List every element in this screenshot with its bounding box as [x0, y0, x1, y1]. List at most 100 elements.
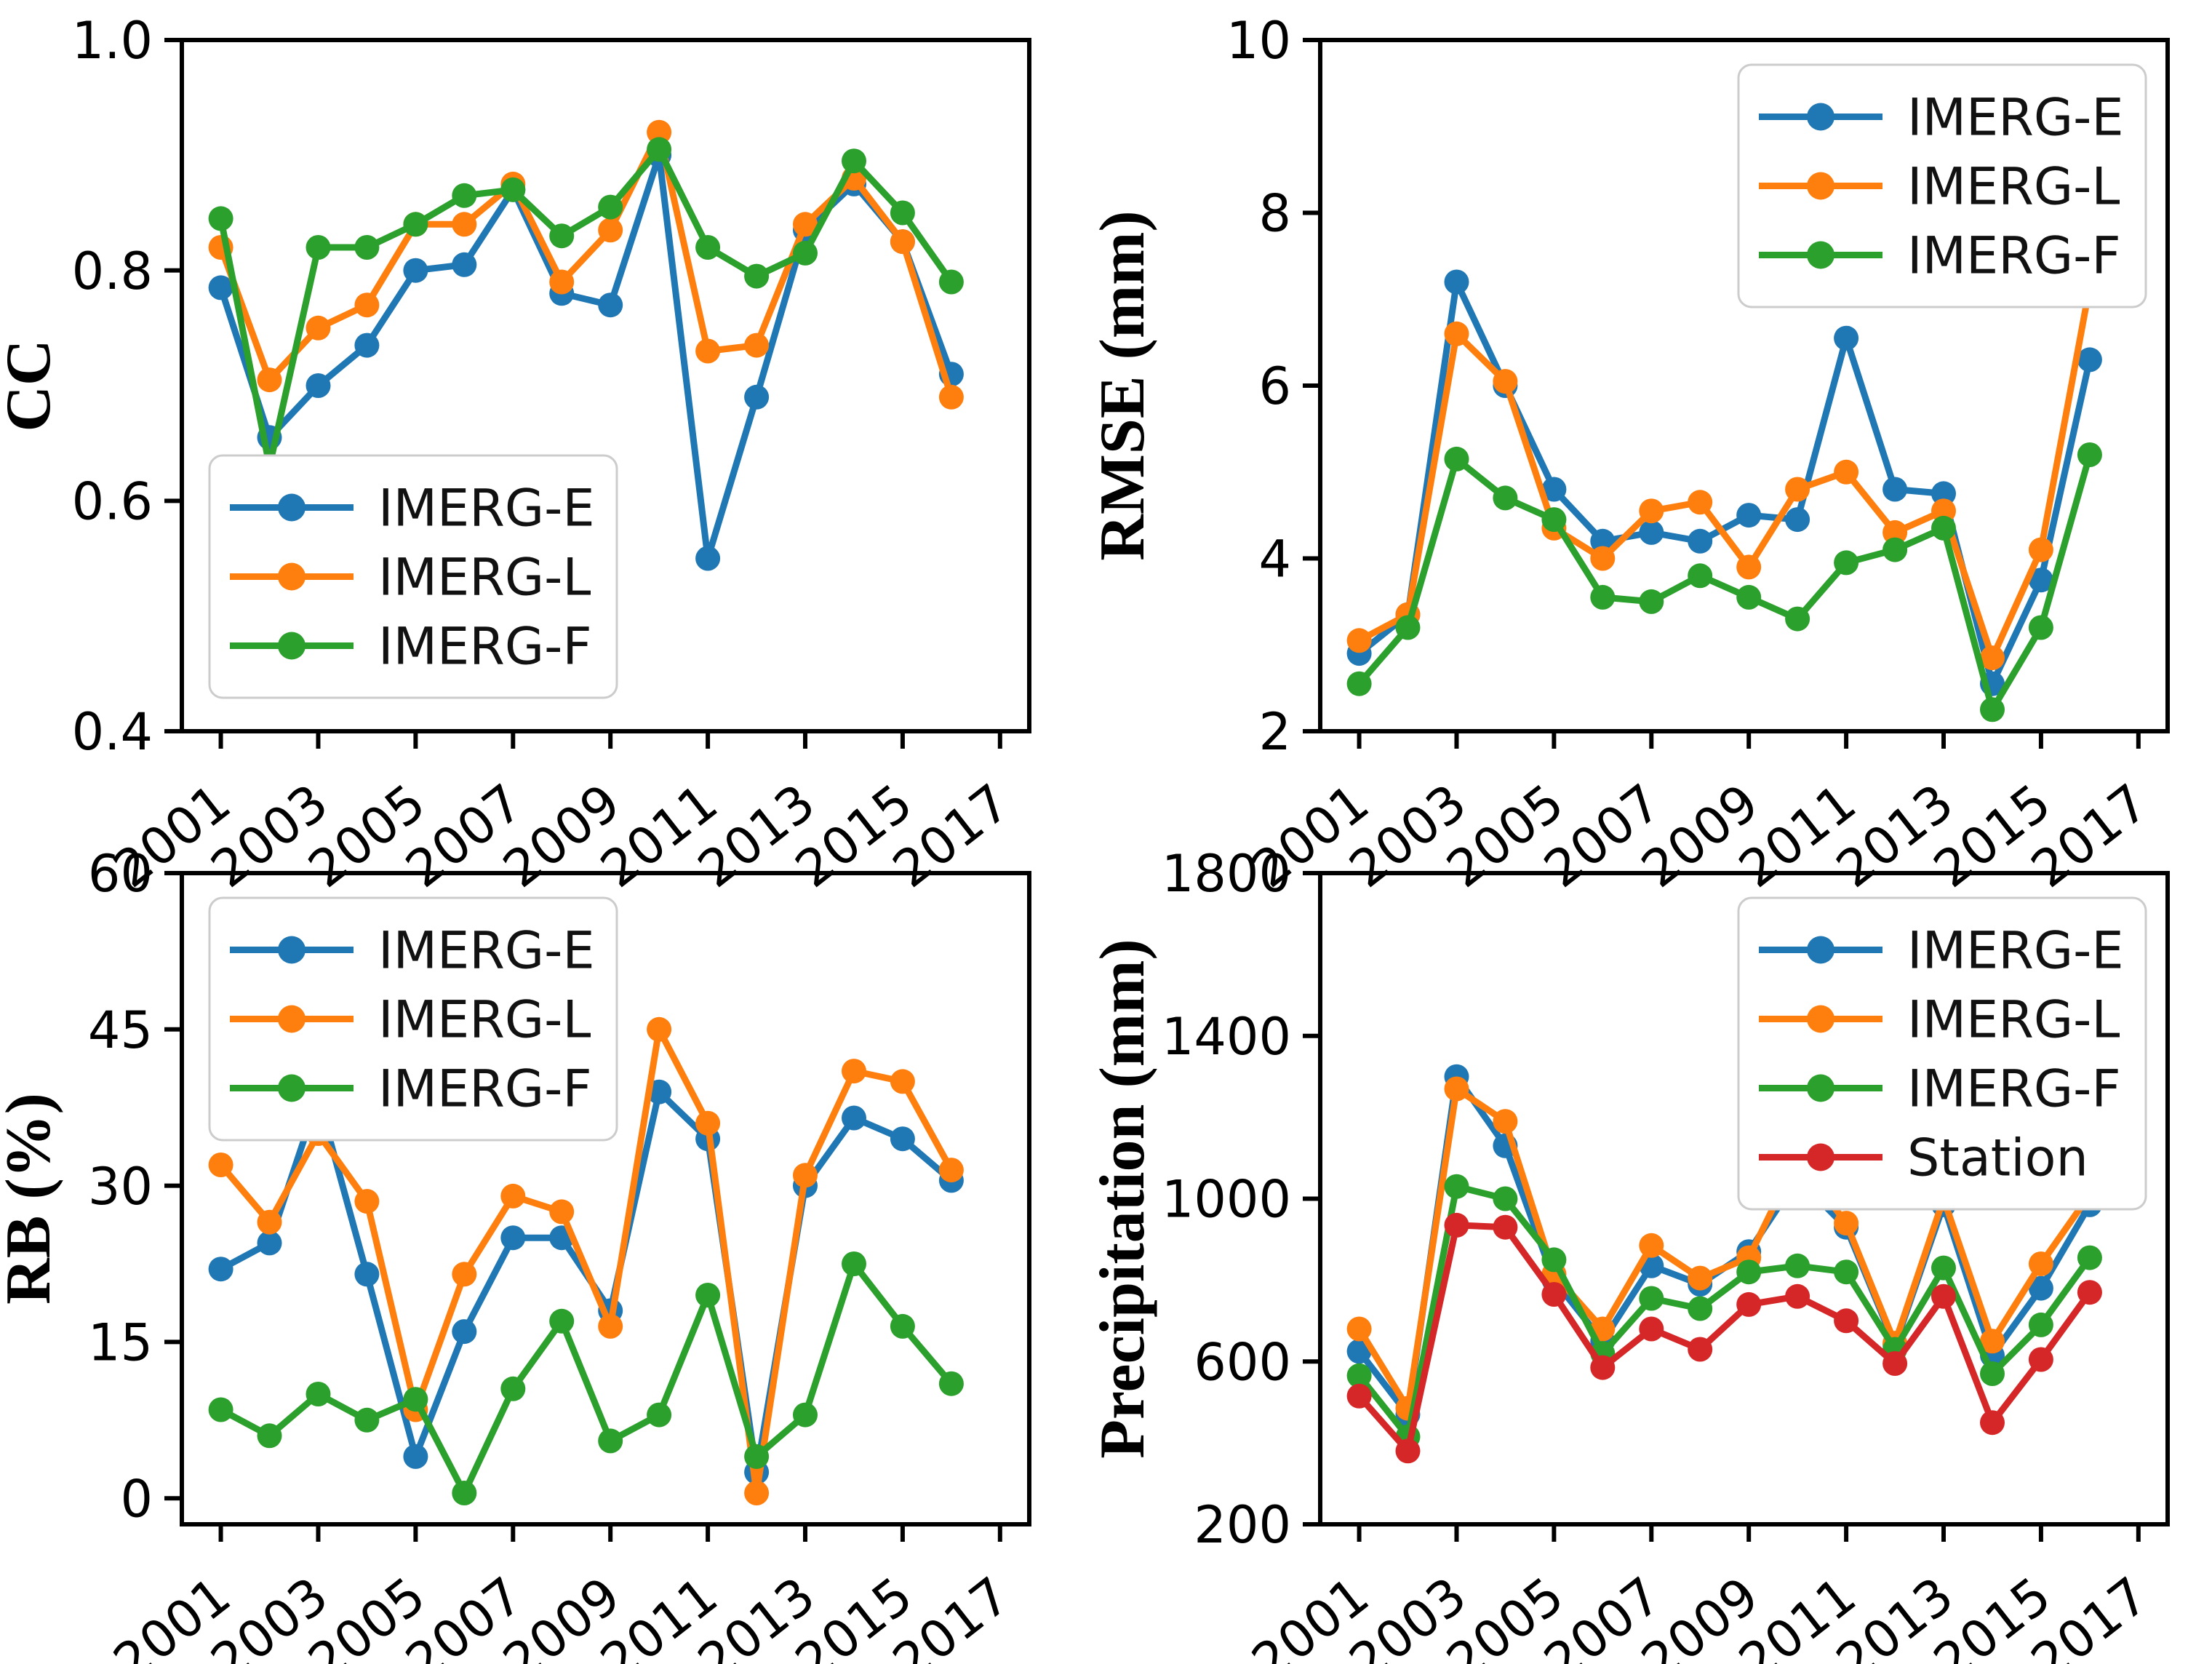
- data-point-IMERG-F-2009: [598, 1428, 623, 1454]
- data-point-IMERG-F-2014: [842, 1251, 866, 1276]
- data-point-IMERG-E-2005: [403, 1444, 428, 1469]
- data-point-IMERG-F-2011: [1834, 1259, 1859, 1285]
- data-point-IMERG-L-2001: [208, 1153, 233, 1177]
- data-point-IMERG-E-2001: [208, 1257, 233, 1282]
- data-point-IMERG-E-2001: [208, 275, 233, 300]
- data-point-IMERG-L-2009: [598, 1313, 623, 1339]
- data-point-Station-2014: [1980, 1410, 2005, 1436]
- data-point-IMERG-E-2012: [1882, 477, 1908, 502]
- legend-marker: [278, 493, 306, 522]
- data-point-IMERG-F-2014: [1980, 1361, 2005, 1386]
- data-point-IMERG-F-2006: [452, 183, 477, 208]
- y-tick-label: 200: [1194, 1495, 1291, 1555]
- legend-item-IMERG-L: IMERG-L: [230, 990, 591, 1050]
- series-line-IMERG-L: [217, 1026, 955, 1497]
- data-point-Station-2015: [2028, 1347, 2053, 1372]
- data-point-IMERG-F-2008: [549, 223, 575, 249]
- data-point-IMERG-F-2010: [1785, 1253, 1810, 1278]
- data-point-IMERG-F-2013: [1931, 515, 1956, 541]
- data-point-IMERG-L-2013: [793, 1163, 818, 1188]
- legend-marker: [1807, 936, 1834, 964]
- data-point-IMERG-E-2011: [1834, 325, 1859, 351]
- data-point-IMERG-L-2002: [257, 367, 282, 393]
- data-point-IMERG-F-2009: [1736, 1259, 1762, 1285]
- data-point-IMERG-L-2013: [793, 212, 818, 237]
- legend-item-IMERG-L: IMERG-L: [230, 548, 591, 608]
- data-point-IMERG-L-2009: [1736, 554, 1762, 580]
- series-line-IMERG-F: [217, 146, 955, 470]
- data-point-IMERG-F-2005: [403, 1387, 428, 1412]
- data-point-IMERG-L-2014: [1980, 645, 2005, 671]
- data-point-IMERG-E-2004: [354, 1262, 380, 1287]
- data-point-IMERG-E-2015: [2028, 1275, 2053, 1301]
- data-point-IMERG-F-2013: [1931, 1255, 1956, 1281]
- data-point-IMERG-L-2014: [842, 1059, 866, 1084]
- legend-label: IMERG-E: [1907, 921, 2124, 981]
- data-point-IMERG-F-2010: [647, 137, 672, 162]
- data-point-IMERG-L-2010: [647, 1016, 672, 1042]
- legend-item-IMERG-L: IMERG-L: [1759, 990, 2120, 1050]
- data-point-IMERG-F-2007: [500, 177, 526, 202]
- y-axis-title: CC: [0, 339, 64, 431]
- data-point-IMERG-F-2012: [1882, 537, 1908, 562]
- data-point-IMERG-L-2002: [257, 1209, 282, 1235]
- data-point-IMERG-F-2003: [306, 235, 331, 260]
- data-point-IMERG-F-2013: [793, 240, 818, 266]
- data-point-Station-2010: [1785, 1283, 1810, 1309]
- data-point-IMERG-F-2002: [257, 1423, 282, 1449]
- data-point-IMERG-F-2001: [208, 1397, 233, 1422]
- data-point-Station-2011: [1834, 1308, 1859, 1334]
- data-point-IMERG-F-2009: [1736, 584, 1762, 610]
- data-point-Station-2007: [1639, 1316, 1664, 1342]
- data-point-IMERG-F-2002: [1395, 615, 1421, 640]
- data-point-IMERG-L-2006: [452, 212, 477, 237]
- data-point-IMERG-L-2004: [1493, 1109, 1518, 1134]
- data-point-IMERG-F-2004: [354, 1407, 380, 1433]
- legend-item-IMERG-E: IMERG-E: [1759, 88, 2124, 148]
- legend-item-IMERG-E: IMERG-E: [230, 921, 595, 981]
- data-point-IMERG-F-2010: [647, 1402, 672, 1428]
- data-point-IMERG-E-2007: [500, 1225, 526, 1251]
- legend: IMERG-E IMERG-L IMERG-F: [208, 896, 618, 1142]
- legend-marker: [278, 562, 306, 591]
- data-point-IMERG-E-2013: [1931, 481, 1956, 506]
- legend-item-IMERG-L: IMERG-L: [1759, 157, 2120, 217]
- data-point-IMERG-F-2008: [1688, 563, 1713, 589]
- plot-box: [180, 871, 1031, 1526]
- data-point-Station-2008: [1688, 1337, 1713, 1362]
- data-point-Station-2006: [1590, 1355, 1616, 1380]
- y-tick-label: 4: [1258, 530, 1291, 589]
- data-point-IMERG-F-2005: [1541, 1247, 1567, 1273]
- data-point-IMERG-F-2016: [938, 1371, 964, 1396]
- y-tick-label: 8: [1258, 184, 1291, 244]
- data-point-IMERG-L-2008: [549, 269, 575, 295]
- data-point-IMERG-F-2012: [744, 263, 770, 289]
- data-point-IMERG-E-2009: [1736, 503, 1762, 528]
- data-point-IMERG-F-2004: [1493, 485, 1518, 511]
- data-point-IMERG-E-2006: [452, 252, 477, 277]
- y-tick-label: 30: [88, 1157, 153, 1217]
- y-tick-label: 60: [88, 844, 153, 904]
- data-point-IMERG-F-2003: [306, 1382, 331, 1406]
- data-point-IMERG-L-2006: [452, 1262, 477, 1287]
- data-point-IMERG-F-2004: [354, 235, 380, 260]
- y-axis-title: RMSE (mm): [1087, 210, 1158, 560]
- data-point-IMERG-E-2016: [2077, 347, 2102, 373]
- data-point-IMERG-E-2010: [1785, 507, 1810, 533]
- data-point-IMERG-L-2007: [1639, 1233, 1664, 1258]
- data-point-IMERG-L-2004: [1493, 369, 1518, 394]
- data-point-IMERG-F-2007: [1639, 589, 1664, 614]
- data-point-Station-2009: [1736, 1291, 1762, 1317]
- data-point-IMERG-F-2009: [598, 194, 623, 220]
- data-point-IMERG-F-2011: [1834, 550, 1859, 576]
- data-point-IMERG-F-2014: [1980, 697, 2005, 722]
- y-tick-label: 2: [1258, 702, 1291, 762]
- data-point-IMERG-F-2011: [695, 1283, 721, 1307]
- legend-box: [1737, 63, 2147, 308]
- legend-label: IMERG-E: [378, 479, 595, 538]
- data-point-IMERG-E-2005: [403, 258, 428, 283]
- data-point-IMERG-F-2016: [2077, 442, 2102, 467]
- data-point-IMERG-L-2011: [695, 1110, 721, 1136]
- series-line-IMERG-L: [1356, 282, 2093, 661]
